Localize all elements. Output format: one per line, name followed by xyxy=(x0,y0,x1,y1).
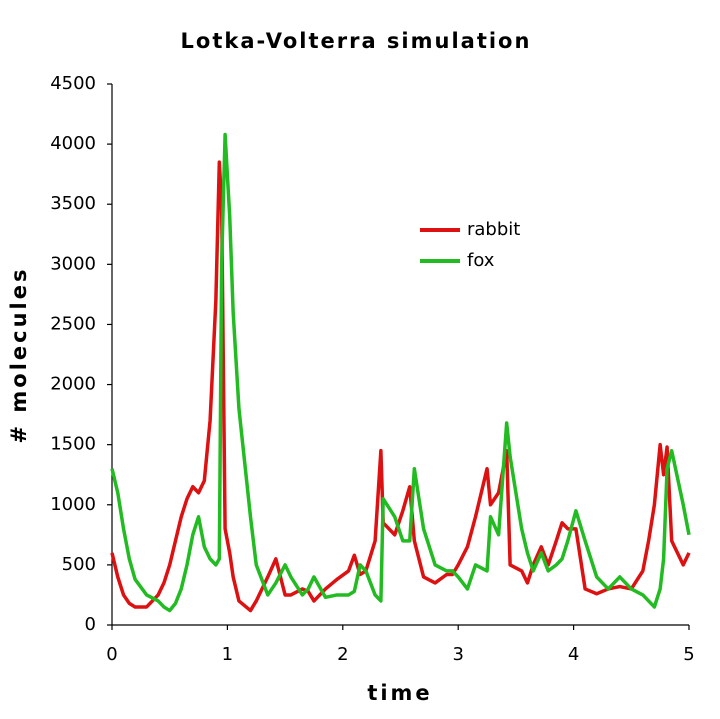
x-tick-label: 3 xyxy=(452,644,463,665)
x-tick-label: 5 xyxy=(683,644,694,665)
x-axis-title: time xyxy=(367,681,432,705)
y-tick-label: 1500 xyxy=(50,434,96,455)
chart-title: Lotka-Volterra simulation xyxy=(181,29,532,53)
x-tick-label: 2 xyxy=(337,644,348,665)
y-tick-label: 500 xyxy=(62,554,96,575)
x-tick-label: 0 xyxy=(106,644,117,665)
series-line xyxy=(110,160,691,613)
y-axis-title: # molecules xyxy=(7,267,31,444)
x-tick-label: 1 xyxy=(222,644,233,665)
y-tick-label: 4500 xyxy=(50,73,96,94)
y-tick-label: 3000 xyxy=(50,253,96,274)
y-tick-label: 2000 xyxy=(50,374,96,395)
y-tick-label: 3500 xyxy=(50,193,96,214)
legend-label: rabbit xyxy=(467,219,520,240)
y-tick-label: 0 xyxy=(85,614,96,635)
x-tick-label: 4 xyxy=(568,644,579,665)
y-tick-label: 1000 xyxy=(50,494,96,515)
series-line xyxy=(110,132,691,613)
legend-label: fox xyxy=(467,250,495,271)
y-tick-label: 4000 xyxy=(50,133,96,154)
y-tick-label: 2500 xyxy=(50,313,96,334)
